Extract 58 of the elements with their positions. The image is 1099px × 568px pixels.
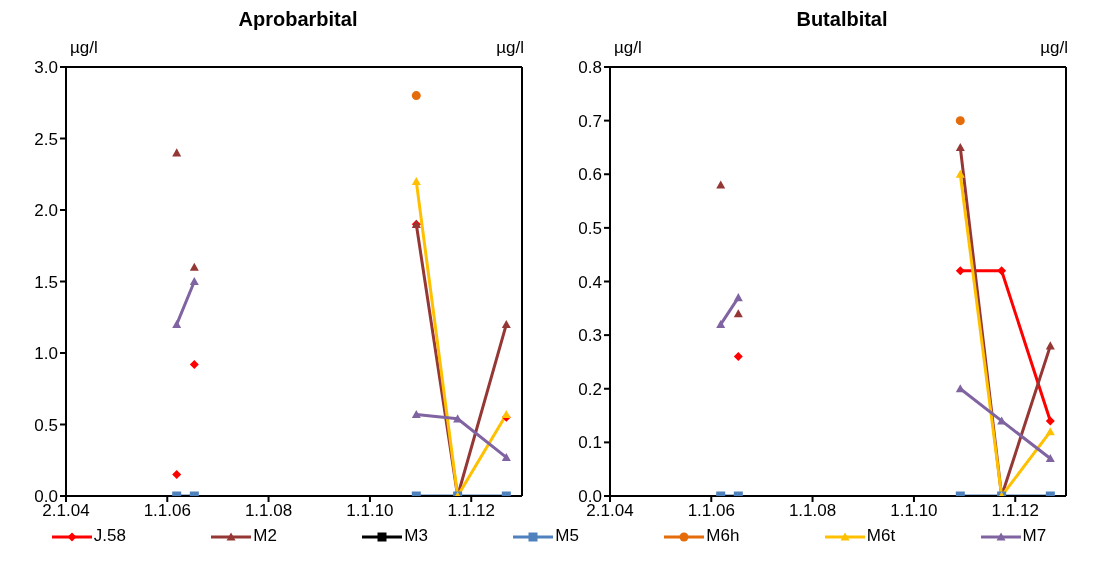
- point: [716, 319, 726, 328]
- y-tick-label: 0.8: [578, 58, 602, 78]
- y-tick-label: 0.1: [578, 433, 602, 453]
- point: [955, 266, 965, 276]
- y-tick-label: 0.2: [578, 379, 602, 399]
- y-tick-label: 2.5: [34, 129, 58, 149]
- legend-label: M2: [252, 526, 277, 546]
- chart-title: Butalbital: [795, 8, 889, 32]
- point: [716, 180, 726, 189]
- x-tick-label: 1.1.10: [890, 501, 938, 521]
- point: [1045, 453, 1055, 463]
- point: [189, 262, 199, 271]
- point: [172, 148, 182, 157]
- y-tick-label: 2.0: [34, 201, 58, 221]
- y-axis-title: µg/l: [614, 38, 642, 58]
- legend-label: J.58: [92, 526, 126, 546]
- point: [733, 293, 743, 302]
- legend-label: M5: [554, 526, 579, 546]
- point: [172, 470, 182, 480]
- y-tick-label: 0.5: [578, 218, 602, 238]
- x-tick-label: 1.1.12: [447, 501, 495, 521]
- point: [733, 352, 743, 362]
- y2-axis-title: µg/l: [496, 38, 524, 58]
- point: [955, 142, 965, 152]
- y-tick-label: 0.7: [578, 111, 602, 131]
- point: [955, 116, 965, 126]
- y2-axis-title: µg/l: [1040, 38, 1068, 58]
- point: [189, 359, 199, 369]
- point: [411, 91, 421, 101]
- y-tick-label: 3.0: [34, 58, 58, 78]
- x-tick-label: 1.1.06: [143, 501, 191, 521]
- point: [1045, 416, 1055, 426]
- legend-label: M3: [403, 526, 428, 546]
- point: [997, 266, 1007, 276]
- x-tick-label: 1.1.12: [991, 501, 1039, 521]
- y-axis-title: µg/l: [70, 38, 98, 58]
- point: [411, 409, 421, 419]
- y-tick-label: 1.5: [34, 272, 58, 292]
- point: [501, 452, 511, 461]
- chart-title: Aprobarbital: [237, 8, 359, 32]
- y-tick-label: 0.5: [34, 415, 58, 435]
- y-tick-label: 0.3: [578, 326, 602, 346]
- x-tick-label: 1.1.08: [788, 501, 837, 521]
- point: [733, 309, 743, 318]
- y-tick-label: 0.4: [578, 272, 602, 292]
- x-tick-label: 1.1.10: [346, 501, 394, 521]
- y-tick-label: 0.6: [578, 165, 602, 185]
- point: [189, 277, 199, 286]
- legend-label: M6h: [705, 526, 740, 546]
- y-tick-label: 1.0: [34, 344, 58, 364]
- legend-label: M6t: [865, 526, 896, 546]
- legend-label: M7: [1021, 526, 1047, 546]
- point: [172, 319, 182, 328]
- point: [501, 319, 511, 328]
- x-tick-label: 1.1.08: [244, 501, 293, 521]
- point: [1045, 341, 1055, 350]
- x-tick-label: 1.1.06: [687, 501, 735, 521]
- point: [955, 384, 965, 393]
